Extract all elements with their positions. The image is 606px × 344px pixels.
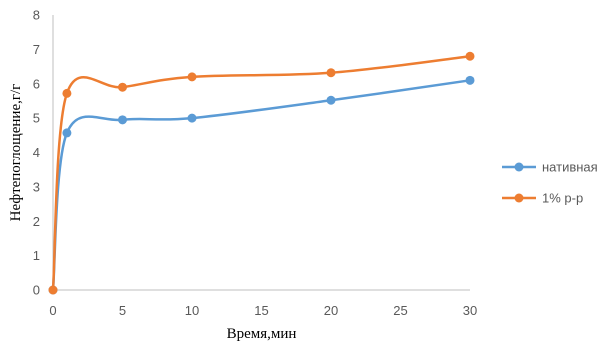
legend-item: 1% р-р xyxy=(502,191,583,206)
series-2 xyxy=(48,51,475,295)
y-tick-label: 7 xyxy=(33,42,40,57)
data-point xyxy=(465,75,475,85)
y-tick-label: 2 xyxy=(33,214,40,229)
y-tick-labels: 0 1 2 3 4 5 6 7 8 xyxy=(33,8,40,298)
data-point xyxy=(118,115,127,125)
series-line xyxy=(51,55,472,292)
y-tick-label: 8 xyxy=(33,8,40,23)
y-tick-label: 3 xyxy=(33,179,40,194)
series-group xyxy=(48,51,475,295)
series-line xyxy=(51,79,472,292)
data-point xyxy=(48,285,58,295)
y-tick-label: 4 xyxy=(33,145,40,160)
y-tick-label: 1 xyxy=(33,248,40,263)
y-tick-label: 6 xyxy=(33,76,40,91)
data-point xyxy=(118,82,127,92)
legend-item: нативная xyxy=(502,160,598,175)
x-tick-label: 5 xyxy=(119,303,126,318)
y-axis-title: Нефтепоглощение,г/г xyxy=(8,84,24,222)
x-tick-label: 20 xyxy=(324,303,338,318)
legend-marker xyxy=(514,162,524,172)
x-tick-label: 30 xyxy=(463,303,477,318)
y-tick-label: 0 xyxy=(33,283,40,298)
x-tick-label: 10 xyxy=(185,303,199,318)
series-1 xyxy=(48,75,475,295)
data-point xyxy=(326,95,336,105)
legend-label: 1% р-р xyxy=(542,191,583,206)
x-tick-label: 25 xyxy=(393,303,407,318)
legend-marker xyxy=(514,193,524,203)
x-tick-label: 15 xyxy=(254,303,268,318)
x-tick-labels: 0 5 10 15 20 25 30 xyxy=(49,303,477,318)
legend: нативная 1% р-р xyxy=(502,160,598,206)
data-point xyxy=(62,88,72,98)
data-point xyxy=(187,113,197,123)
y-tick-label: 5 xyxy=(33,111,40,126)
x-tick-label: 0 xyxy=(49,303,56,318)
data-point xyxy=(465,51,475,61)
axes xyxy=(52,15,470,291)
data-point xyxy=(187,72,197,82)
legend-label: нативная xyxy=(542,160,598,175)
data-point xyxy=(62,128,72,138)
x-axis-title: Время,мин xyxy=(227,326,297,342)
data-point xyxy=(326,68,336,78)
